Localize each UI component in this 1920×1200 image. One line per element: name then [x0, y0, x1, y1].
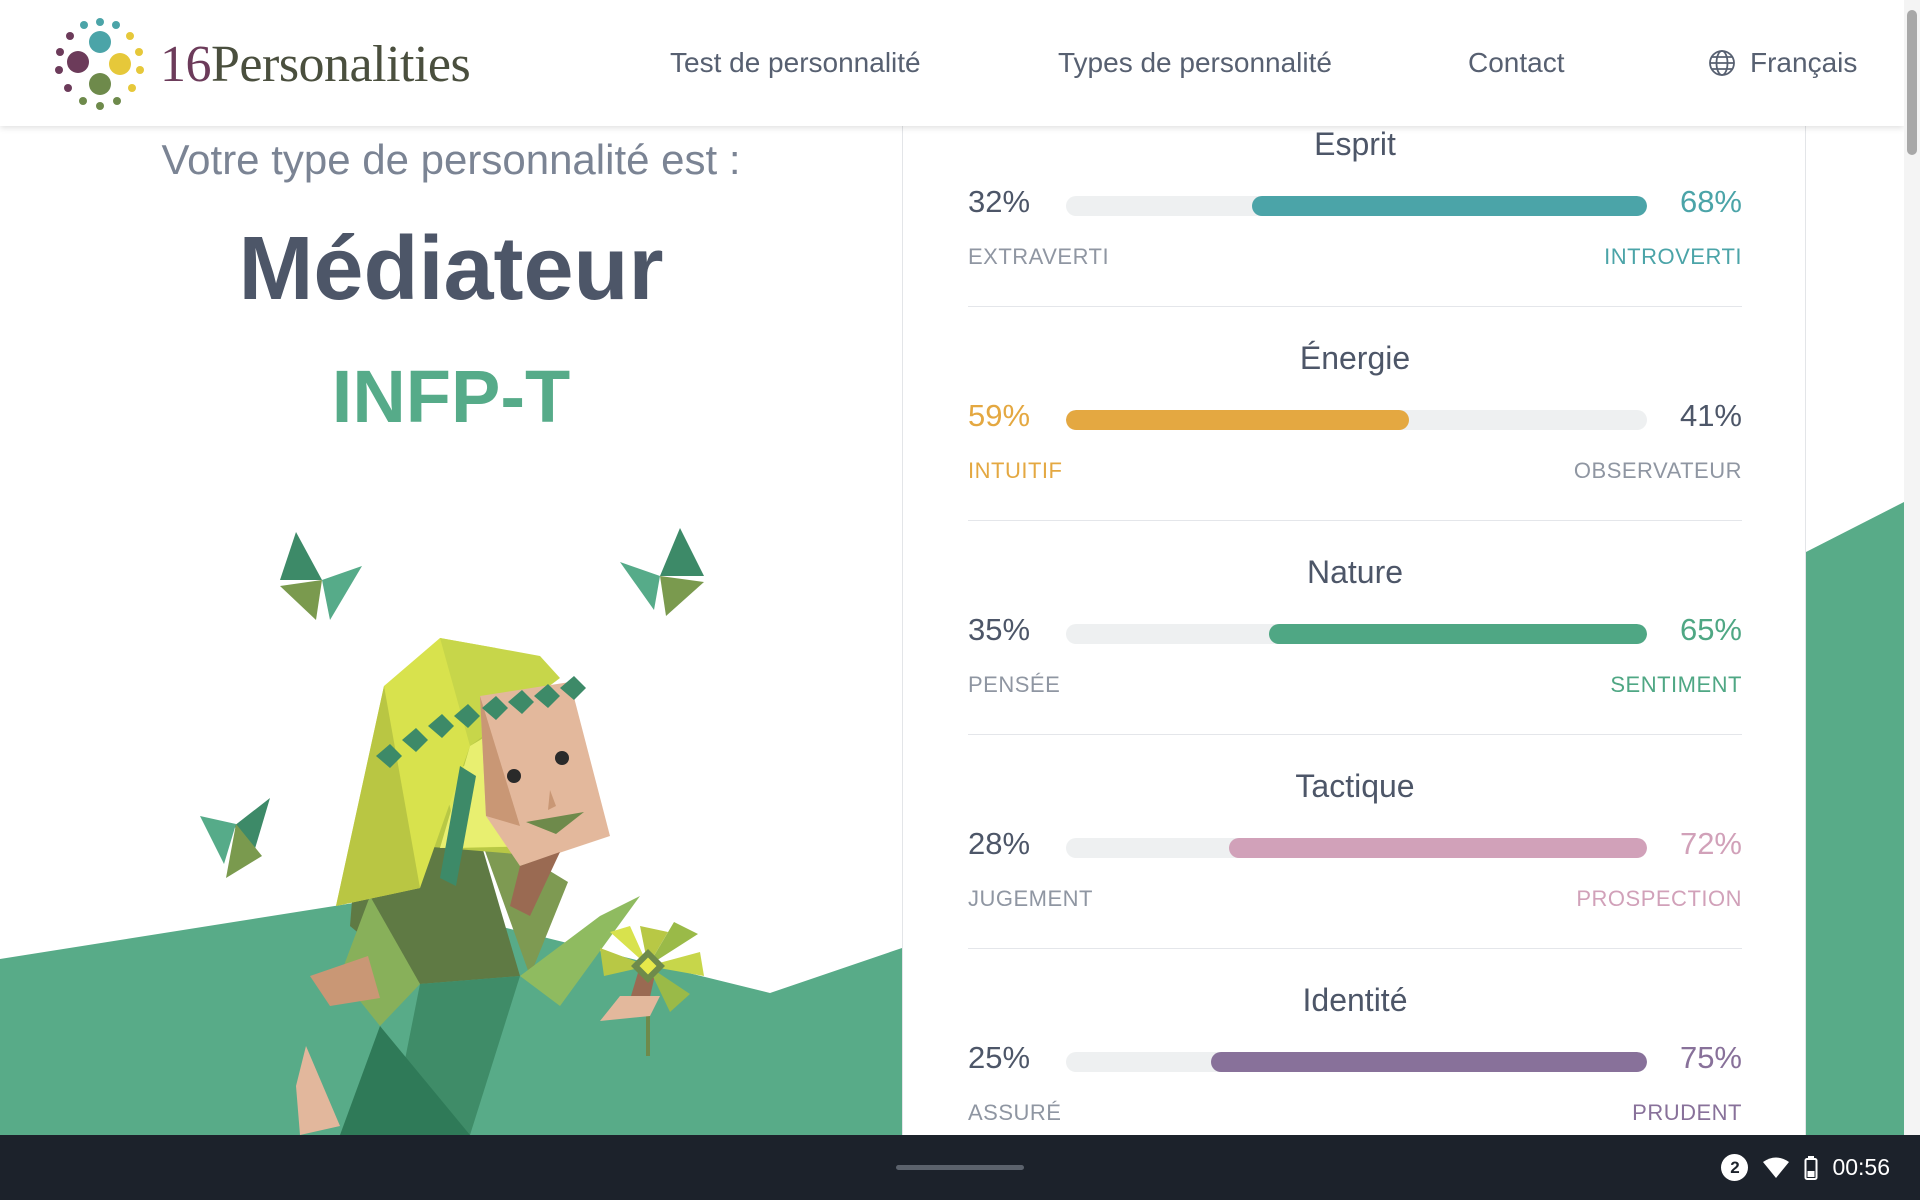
result-panel: Votre type de personnalité est : Médiate… — [0, 126, 902, 1135]
trait-right-percent: 72% — [1679, 826, 1742, 861]
trait-bar — [1066, 838, 1647, 858]
trait-right-percent: 65% — [1679, 612, 1742, 647]
trait-bar — [1066, 624, 1647, 644]
trait-right-label: SENTIMENT — [1610, 672, 1742, 697]
trait-tactics: Tactique 28% 72% JUGEMENT PROSPECTION — [968, 768, 1742, 982]
trait-bar-fill — [1251, 196, 1647, 216]
trait-bar — [1066, 1052, 1647, 1072]
system-navigation-bar: 2 00:56 — [0, 1135, 1920, 1200]
trait-right-label: PROSPECTION — [1576, 886, 1742, 911]
flower-icon — [600, 922, 704, 1056]
trait-left-label: JUGEMENT — [968, 886, 1093, 911]
trait-right-percent: 75% — [1679, 1040, 1742, 1075]
trait-left-label: PENSÉE — [968, 672, 1061, 697]
battery-icon — [1804, 1155, 1818, 1180]
trait-divider — [968, 734, 1742, 735]
logo-text: 16Personalities — [160, 35, 471, 93]
butterfly-icon — [200, 798, 270, 878]
personality-type-name: Médiateur — [238, 219, 664, 319]
trait-left-percent: 59% — [968, 398, 1031, 433]
trait-title: Nature — [1306, 554, 1404, 590]
trait-divider — [968, 306, 1742, 307]
trait-left-label: ASSURÉ — [968, 1100, 1062, 1125]
trait-divider — [968, 520, 1742, 521]
nav-personality-test[interactable]: Test de personnalité — [670, 47, 921, 78]
trait-title: Tactique — [1295, 768, 1415, 804]
trait-left-percent: 28% — [968, 826, 1031, 861]
trait-right-percent: 68% — [1679, 184, 1742, 219]
background-hill — [1806, 502, 1904, 1135]
trait-mind: Esprit 32% 68% EXTRAVERTI INTROVERTI — [968, 126, 1742, 340]
scrollbar-thumb[interactable] — [1907, 10, 1917, 155]
butterfly-icon — [620, 528, 704, 616]
trait-title: Énergie — [1299, 340, 1411, 376]
clock-time: 00:56 — [1832, 1154, 1890, 1180]
page-scrollbar[interactable] — [1904, 0, 1920, 1135]
trait-bar — [1066, 196, 1647, 216]
trait-left-label: EXTRAVERTI — [968, 244, 1110, 269]
site-header: 16Personalities Test de personnalité Typ… — [0, 0, 1904, 126]
trait-right-percent: 41% — [1679, 398, 1742, 433]
trait-energy: Énergie 59% 41% INTUITIF OBSERVATEUR — [968, 340, 1742, 554]
nav-personality-types[interactable]: Types de personnalité — [1058, 47, 1332, 78]
trait-right-label: PRUDENT — [1632, 1100, 1742, 1125]
trait-right-label: OBSERVATEUR — [1573, 458, 1742, 483]
trait-left-label: INTUITIF — [968, 458, 1063, 483]
wifi-icon — [1763, 1157, 1790, 1178]
trait-left-percent: 32% — [968, 184, 1031, 219]
trait-identity: Identité 25% 75% ASSURÉ PRUDENT — [968, 982, 1742, 1135]
mediator-illustration — [0, 528, 902, 1135]
logo-dots-icon — [55, 18, 144, 110]
trait-bar-fill — [1066, 410, 1409, 430]
butterfly-icon — [280, 532, 362, 620]
main-nav: Test de personnalité Types de personnali… — [0, 0, 1904, 126]
notification-count-badge: 2 — [1721, 1154, 1749, 1181]
status-area[interactable]: 2 00:56 — [1721, 1135, 1890, 1200]
trait-bar-fill — [1211, 1052, 1647, 1072]
trait-left-percent: 25% — [968, 1040, 1031, 1075]
trait-bar-fill — [1269, 624, 1647, 644]
site-logo[interactable]: 16Personalities — [50, 14, 471, 114]
home-gesture-handle[interactable] — [896, 1165, 1024, 1170]
language-label: Français — [1750, 47, 1858, 78]
trait-bar-fill — [1228, 838, 1647, 858]
result-intro: Votre type de personnalité est : — [161, 136, 741, 183]
trait-bar — [1066, 410, 1647, 430]
trait-nature: Nature 35% 65% PENSÉE SENTIMENT — [968, 554, 1742, 768]
language-selector[interactable]: Français — [1708, 47, 1857, 79]
traits-panel: Esprit 32% 68% EXTRAVERTI INTROVERTI Éne… — [902, 126, 1806, 1135]
trait-left-percent: 35% — [968, 612, 1031, 647]
trait-title: Esprit — [1314, 126, 1396, 162]
nav-contact[interactable]: Contact — [1468, 47, 1565, 78]
trait-title: Identité — [1302, 982, 1408, 1018]
trait-right-label: INTROVERTI — [1604, 244, 1742, 269]
trait-divider — [968, 948, 1742, 949]
globe-icon — [1709, 50, 1735, 76]
personality-type-code: INFP-T — [331, 355, 571, 438]
